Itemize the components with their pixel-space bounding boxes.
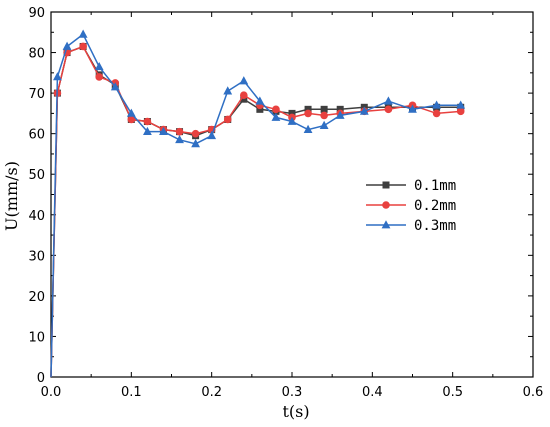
data-point bbox=[223, 86, 233, 95]
y-tick-label: 10 bbox=[28, 330, 45, 345]
data-point bbox=[384, 96, 393, 105]
x-tick-label: 0.2 bbox=[201, 385, 222, 400]
y-tick-label: 30 bbox=[28, 249, 45, 264]
data-point bbox=[456, 107, 465, 116]
x-tick-label: 0.6 bbox=[523, 385, 544, 400]
legend-marker bbox=[382, 181, 390, 189]
data-point bbox=[335, 110, 345, 119]
data-point bbox=[336, 105, 344, 113]
legend-label: 0.1mm bbox=[414, 178, 456, 194]
legend-label: 0.3mm bbox=[414, 218, 456, 234]
legend-item: 0.3mm bbox=[366, 218, 456, 234]
data-point bbox=[319, 120, 329, 129]
data-point bbox=[304, 109, 312, 118]
data-point bbox=[110, 82, 120, 91]
data-point bbox=[94, 61, 104, 71]
x-axis-title: t(s) bbox=[282, 402, 309, 421]
y-tick-label: 90 bbox=[28, 6, 45, 21]
data-point bbox=[456, 100, 466, 109]
data-point bbox=[272, 105, 280, 114]
y-tick-label: 0 bbox=[37, 371, 45, 386]
data-point bbox=[53, 72, 62, 81]
data-point bbox=[79, 42, 87, 51]
data-point bbox=[78, 29, 88, 38]
data-point bbox=[207, 130, 217, 140]
y-tick-label: 50 bbox=[28, 168, 45, 183]
data-point bbox=[175, 134, 184, 144]
data-point bbox=[271, 112, 281, 121]
data-point bbox=[432, 109, 441, 118]
data-point bbox=[320, 105, 328, 113]
data-point bbox=[287, 116, 297, 125]
x-tick-label: 0.5 bbox=[442, 385, 463, 400]
legend-item: 0.1mm bbox=[366, 178, 456, 194]
data-point bbox=[432, 100, 441, 109]
data-point bbox=[175, 127, 184, 136]
series-0.2mm bbox=[50, 42, 465, 378]
data-point bbox=[159, 126, 168, 136]
series-0.3mm bbox=[50, 29, 466, 378]
x-tick-label: 0.3 bbox=[282, 385, 303, 400]
y-axis-title: U(mm/s) bbox=[2, 161, 21, 231]
plot-frame bbox=[50, 11, 534, 378]
data-point bbox=[240, 91, 248, 99]
data-point bbox=[288, 109, 296, 117]
y-tick-label: 40 bbox=[28, 209, 45, 224]
legend-label: 0.2mm bbox=[414, 198, 456, 214]
legend-marker bbox=[381, 220, 391, 229]
data-point bbox=[191, 139, 200, 148]
data-point bbox=[95, 73, 103, 81]
data-point bbox=[127, 115, 136, 124]
axes: 0 10 20 30 40 50 60 70 80 90 0.0 0.1 0.2 0.3 0.4 0.5 0.6 bbox=[28, 6, 543, 400]
series-layer bbox=[50, 29, 466, 378]
data-point bbox=[239, 76, 249, 85]
data-point bbox=[304, 105, 312, 113]
series-0.1mm bbox=[50, 42, 465, 378]
legend-marker bbox=[382, 201, 390, 209]
data-point bbox=[62, 41, 72, 50]
data-point bbox=[256, 105, 264, 113]
data-point bbox=[303, 124, 313, 134]
x-tick-label: 0.4 bbox=[362, 385, 383, 400]
data-point bbox=[384, 105, 393, 114]
data-point bbox=[255, 96, 265, 105]
data-point bbox=[240, 95, 248, 103]
x-tick-label: 0.0 bbox=[41, 385, 62, 400]
y-tick-label: 20 bbox=[28, 290, 45, 305]
data-point bbox=[320, 111, 328, 120]
legend: 0.1mm 0.2mm 0.3mm bbox=[366, 178, 456, 234]
legend-item: 0.2mm bbox=[366, 198, 456, 214]
data-point bbox=[223, 115, 232, 124]
y-tick-label: 70 bbox=[28, 87, 45, 102]
data-point bbox=[143, 126, 152, 136]
data-point bbox=[126, 108, 136, 117]
data-point bbox=[408, 104, 417, 113]
y-tick-label: 80 bbox=[28, 47, 45, 62]
data-point bbox=[359, 106, 369, 115]
data-point bbox=[143, 117, 152, 126]
x-tick-label: 0.1 bbox=[121, 385, 142, 400]
data-point bbox=[191, 129, 200, 138]
y-tick-label: 60 bbox=[28, 128, 45, 143]
